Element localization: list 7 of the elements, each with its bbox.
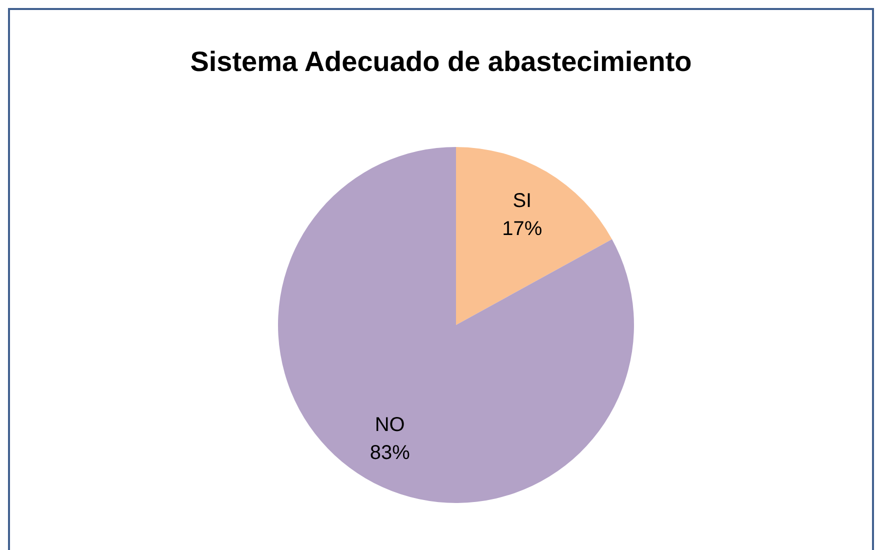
- data-label: 17%: [502, 218, 542, 240]
- data-label: 83%: [370, 442, 410, 464]
- slice-label: NO: [374, 414, 405, 436]
- chart-title: Sistema Adecuado de abastecimiento: [189, 46, 693, 78]
- slice-label: SI: [512, 190, 532, 212]
- pie-slice: [278, 147, 634, 503]
- pie-slice: [456, 147, 612, 325]
